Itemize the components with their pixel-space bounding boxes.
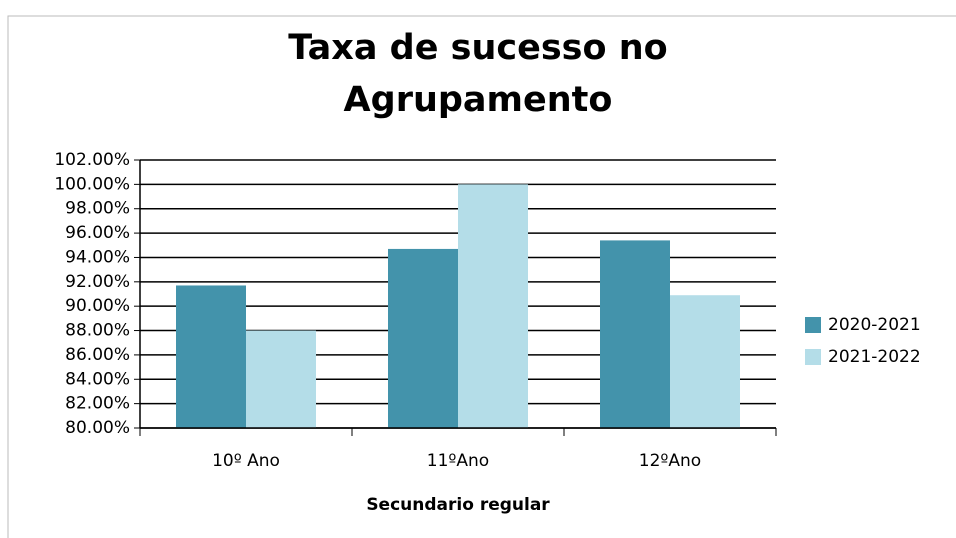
y-tick-label: 94.00% [65, 247, 130, 267]
bar [246, 330, 316, 428]
y-tick-label: 86.00% [65, 345, 130, 365]
y-tick-label: 84.00% [65, 369, 130, 389]
x-tick-label: 10º Ano [212, 451, 280, 471]
x-axis-label: Secundario regular [366, 495, 550, 515]
bar [176, 285, 246, 428]
chart-title: Taxa de sucesso no Agrupamento [288, 28, 668, 120]
y-tick-label: 98.00% [65, 199, 130, 219]
bar [600, 240, 670, 428]
x-tick-label: 12ºAno [639, 451, 701, 471]
x-tick-label: 11ºAno [427, 451, 489, 471]
bar [458, 184, 528, 428]
legend-swatch [805, 317, 821, 333]
y-tick-label: 92.00% [65, 272, 130, 292]
y-tick-label: 88.00% [65, 321, 130, 341]
y-tick-label: 82.00% [65, 394, 130, 414]
y-tick-label: 102.00% [54, 150, 130, 170]
chart-border [7, 15, 956, 538]
y-tick-label: 90.00% [65, 296, 130, 316]
y-tick-label: 100.00% [54, 174, 130, 194]
bar [388, 248, 458, 428]
legend-label: 2020-2021 [828, 315, 921, 335]
y-tick-label: 96.00% [65, 223, 130, 243]
legend-label: 2021-2022 [828, 347, 921, 367]
legend-swatch [805, 349, 821, 365]
bar [670, 295, 740, 428]
y-tick-label: 80.00% [65, 418, 130, 438]
